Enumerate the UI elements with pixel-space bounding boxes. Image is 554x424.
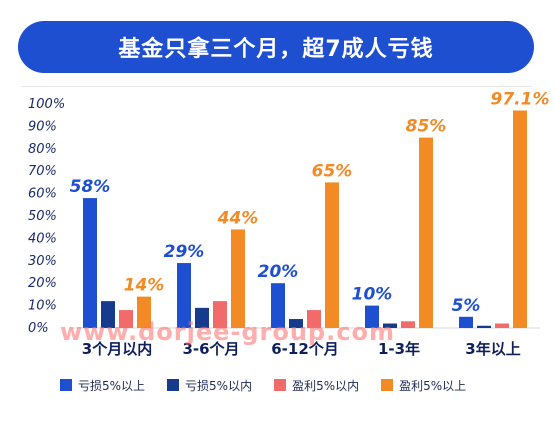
bar xyxy=(195,307,209,328)
bar xyxy=(289,319,303,328)
y-tick-label: 100% xyxy=(28,97,65,112)
bar xyxy=(401,321,415,328)
data-label: 44% xyxy=(217,208,259,228)
legend-label: 亏损5%以上 xyxy=(78,378,146,393)
legend-swatch xyxy=(381,379,394,391)
bar xyxy=(101,301,115,328)
y-tick-label: 30% xyxy=(28,254,57,269)
legend-item: 亏损5%以内 xyxy=(167,377,252,394)
data-label: 65% xyxy=(312,161,353,181)
title-divider xyxy=(22,86,532,87)
data-label: 20% xyxy=(258,262,299,282)
y-tick-label: 70% xyxy=(28,164,57,179)
data-label: 10% xyxy=(352,285,393,305)
bar xyxy=(459,316,473,328)
y-tick-label: 60% xyxy=(28,187,57,202)
bar xyxy=(495,323,509,328)
watermark-text: www.dorjee-group.com xyxy=(60,318,395,346)
legend-label: 亏损5%以内 xyxy=(185,378,253,393)
legend-label: 盈利5%以上 xyxy=(399,378,467,393)
bar xyxy=(419,137,433,328)
legend-swatch xyxy=(167,379,180,391)
data-label: 5% xyxy=(452,296,481,316)
y-tick-label: 0% xyxy=(28,321,49,336)
bar xyxy=(213,301,227,328)
data-label: 29% xyxy=(164,242,205,262)
bar xyxy=(383,323,397,328)
bar xyxy=(513,110,527,328)
y-tick-label: 20% xyxy=(28,276,57,291)
y-tick-label: 40% xyxy=(28,231,57,246)
bar xyxy=(271,283,285,328)
data-label: 58% xyxy=(70,177,111,197)
legend-item: 亏损5%以上 xyxy=(60,377,145,394)
bar xyxy=(231,229,245,328)
y-tick-label: 80% xyxy=(28,142,57,157)
bar xyxy=(477,325,491,328)
legend-item: 盈利5%以内 xyxy=(274,377,359,394)
category-label: 6-12个月 xyxy=(271,340,339,358)
legend-swatch xyxy=(274,379,287,391)
data-label: 97.1% xyxy=(491,89,550,109)
bar xyxy=(365,305,379,328)
category-label: 3年以上 xyxy=(465,340,520,358)
bar xyxy=(177,263,191,328)
data-label: 14% xyxy=(124,276,165,296)
y-tick-label: 90% xyxy=(28,119,57,134)
bar xyxy=(119,310,133,328)
y-tick-label: 10% xyxy=(28,299,57,314)
y-tick-label: 50% xyxy=(28,209,57,224)
bar xyxy=(137,296,151,328)
category-label: 3-6个月 xyxy=(182,340,239,358)
bar xyxy=(307,310,321,328)
category-label: 1-3年 xyxy=(378,340,420,358)
legend-label: 盈利5%以内 xyxy=(292,378,360,393)
bar xyxy=(325,182,339,328)
data-label: 85% xyxy=(406,117,447,137)
chart-title: 基金只拿三个月，超7成人亏钱 xyxy=(118,37,434,62)
legend-swatch xyxy=(60,379,72,391)
chart-legend: 亏损5%以上 亏损5%以内 盈利5%以内 盈利5%以上 xyxy=(60,374,540,396)
title-banner: 基金只拿三个月，超7成人亏钱 xyxy=(18,21,534,73)
legend-item: 盈利5%以上 xyxy=(381,377,466,394)
bar xyxy=(83,198,97,328)
category-label: 3个月以内 xyxy=(82,340,152,358)
